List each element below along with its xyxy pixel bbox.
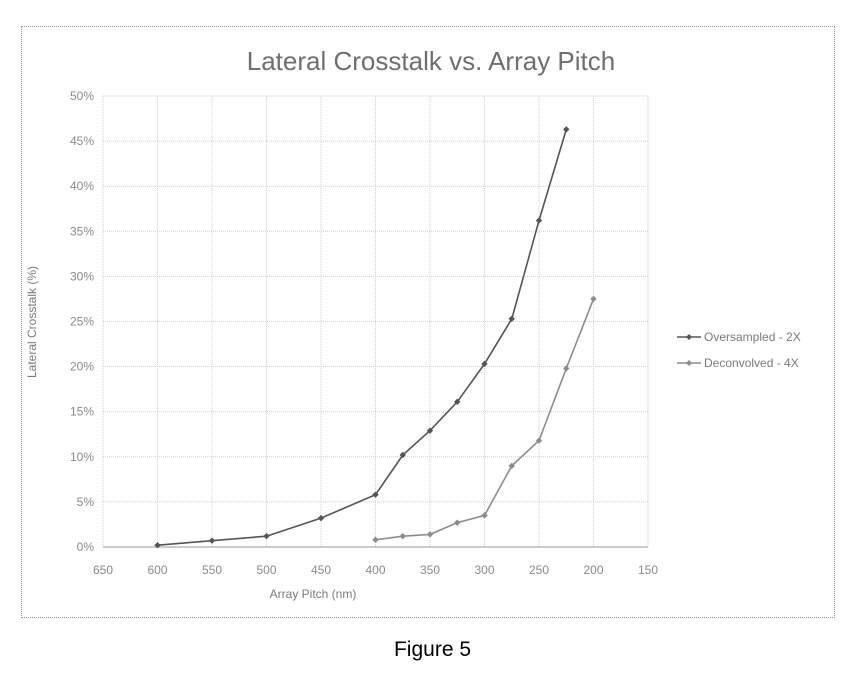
- y-tick-label: 40%: [70, 179, 94, 193]
- y-tick-label: 50%: [70, 89, 94, 103]
- data-point-1: [590, 295, 597, 303]
- series-line-1: [375, 298, 595, 541]
- legend-marker-1: [686, 360, 692, 366]
- y-tick-label: 5%: [77, 495, 95, 509]
- data-point-1: [563, 365, 570, 372]
- data-point-0: [426, 427, 434, 434]
- y-tick-label: 10%: [70, 450, 94, 464]
- data-point-0: [454, 398, 461, 405]
- data-point-0: [263, 532, 270, 540]
- series-line-0: [157, 129, 568, 546]
- data-point-0: [481, 360, 488, 368]
- legend: Oversampled - 2X Deconvolved - 4X: [677, 330, 801, 370]
- data-point-0: [154, 541, 161, 549]
- x-tick-label: 400: [365, 563, 385, 577]
- y-axis-label: Lateral Crosstalk (%): [25, 266, 39, 378]
- data-point-0: [317, 514, 325, 522]
- data-point-0: [508, 315, 515, 322]
- data-point-1: [481, 512, 488, 519]
- data-point-0: [535, 217, 543, 224]
- legend-label-0: Oversampled - 2X: [704, 330, 801, 344]
- chart-title: Lateral Crosstalk vs. Array Pitch: [247, 46, 615, 76]
- y-tick-label: 25%: [70, 315, 94, 329]
- data-point-1: [535, 437, 543, 444]
- gridlines: [102, 95, 649, 548]
- x-tick-label: 650: [93, 563, 113, 577]
- legend-label-1: Deconvolved - 4X: [704, 356, 799, 370]
- data-point-1: [372, 536, 379, 543]
- legend-marker-0: [686, 334, 692, 340]
- x-tick-label: 350: [420, 563, 440, 577]
- data-point-1: [508, 462, 515, 470]
- chart-frame: [21, 26, 835, 618]
- x-tick-label: 150: [638, 563, 658, 577]
- data-point-0: [563, 126, 570, 133]
- x-tick-label: 450: [311, 563, 331, 577]
- data-point-1: [399, 532, 406, 540]
- data-point-1: [454, 519, 461, 526]
- y-tick-label: 35%: [70, 224, 94, 238]
- x-tick-label: 550: [202, 563, 222, 577]
- figure-caption: Figure 5: [393, 638, 472, 661]
- data-point-0: [372, 491, 379, 498]
- y-tick-label: 30%: [70, 269, 94, 283]
- series-lines: [154, 126, 597, 549]
- y-tick-label: 15%: [70, 405, 94, 419]
- data-point-0: [399, 451, 406, 459]
- x-tick-label: 500: [256, 563, 276, 577]
- x-tick-labels: 650 600 550 500 450 400 350 300 250 200 150: [93, 563, 658, 577]
- y-tick-label: 20%: [70, 360, 94, 374]
- x-tick-label: 300: [474, 563, 494, 577]
- x-axis-label: Array Pitch (nm): [270, 587, 357, 601]
- data-point-1: [426, 531, 434, 538]
- y-tick-labels: 0% 5% 10% 15% 20% 25% 30% 35% 40% 45% 50%: [70, 89, 94, 554]
- lateral-crosstalk-chart: Lateral Crosstalk vs. Array Pitch 0% 5% 10…: [25, 46, 801, 601]
- x-tick-label: 200: [583, 563, 603, 577]
- x-tick-label: 250: [529, 563, 549, 577]
- data-point-0: [208, 537, 216, 544]
- x-tick-label: 600: [147, 563, 167, 577]
- y-tick-label: 0%: [77, 540, 95, 554]
- y-tick-label: 45%: [70, 134, 94, 148]
